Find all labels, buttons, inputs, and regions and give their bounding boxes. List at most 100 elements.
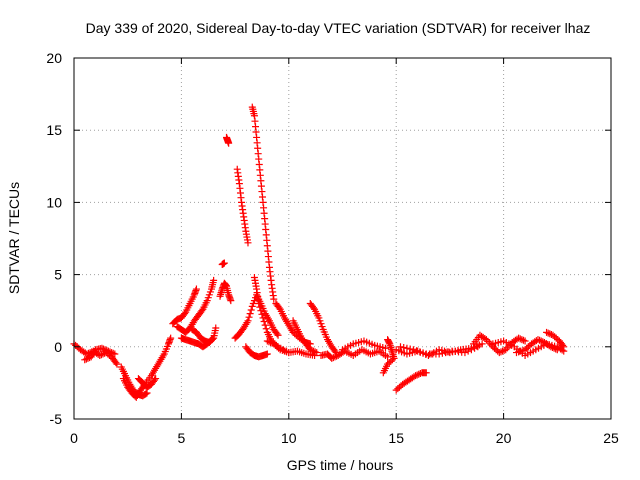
data-point (270, 295, 278, 303)
chart-title: Day 339 of 2020, Sidereal Day-to-day VTE… (86, 20, 591, 36)
data-point (210, 276, 218, 284)
data-point (435, 350, 443, 358)
data-point (100, 345, 108, 353)
data-point (384, 353, 392, 361)
data-point (329, 354, 337, 362)
data-point (108, 349, 116, 357)
data-point (267, 338, 275, 346)
plot-frame (73, 57, 612, 420)
data-point (261, 321, 269, 329)
data-point (227, 297, 235, 305)
data-point (400, 344, 408, 352)
x-axis-label: GPS time / hours (287, 457, 394, 473)
y-tick-label: 0 (54, 339, 62, 355)
data-point (328, 354, 336, 362)
data-point (198, 307, 206, 315)
data-point (255, 299, 263, 307)
data-point (519, 336, 527, 344)
data-point (259, 314, 267, 322)
data-point (474, 343, 482, 351)
axis-ticks (73, 57, 612, 420)
data-point (413, 371, 421, 379)
y-tick-label: 10 (46, 194, 62, 210)
data-point (306, 346, 314, 354)
data-point (82, 355, 90, 363)
data-point (415, 370, 423, 378)
data-point (552, 345, 560, 353)
data-point (192, 285, 200, 293)
data-point (260, 318, 268, 326)
data-point (534, 336, 542, 344)
data-point (536, 336, 544, 344)
data-point (560, 343, 568, 351)
y-tick-label: 15 (46, 122, 62, 138)
data-point (310, 347, 318, 355)
data-point (403, 344, 411, 352)
data-point (246, 310, 254, 318)
data-point (225, 139, 233, 147)
data-point (478, 340, 486, 348)
data-point (209, 335, 217, 343)
data-point (495, 349, 503, 357)
data-point (438, 349, 446, 357)
data-point (416, 348, 424, 356)
data-point (471, 344, 479, 352)
data-point (544, 329, 552, 337)
data-point (151, 376, 159, 384)
data-point (381, 344, 389, 352)
data-point (244, 239, 252, 247)
data-point (499, 347, 507, 355)
data-point (422, 369, 430, 377)
data-point (548, 344, 556, 352)
data-point (379, 369, 387, 377)
data-point (308, 346, 316, 354)
data-point (97, 351, 105, 359)
x-tick-label: 20 (496, 430, 512, 446)
data-point (515, 334, 523, 342)
data-point (547, 343, 555, 351)
data-point (220, 259, 228, 267)
data-point (419, 349, 427, 357)
data-point (96, 351, 104, 359)
y-tick-label: 5 (54, 267, 62, 283)
data-point (258, 310, 266, 318)
data-point (265, 338, 273, 346)
data-point (409, 346, 417, 354)
data-point (275, 344, 283, 352)
data-point (413, 347, 421, 355)
x-tick-label: 15 (388, 430, 404, 446)
data-point (497, 348, 505, 356)
data-point (516, 335, 524, 343)
y-axis-label: SDTVAR / TECUs (6, 182, 22, 294)
data-point (98, 344, 106, 352)
data-point (257, 307, 265, 315)
data-point (256, 303, 264, 311)
data-point (518, 336, 526, 344)
data-point (464, 347, 472, 355)
data-point (275, 304, 283, 312)
data-point (181, 310, 189, 318)
data-point (247, 306, 255, 314)
data-point (263, 350, 271, 358)
x-tick-labels: 0 5 10 15 20 25 (70, 430, 619, 446)
data-point (461, 349, 469, 357)
y-tick-labels: -5 0 5 10 15 20 (46, 50, 62, 427)
data-point (112, 359, 120, 367)
data-point (396, 343, 404, 351)
data-point (245, 313, 253, 321)
data-point (84, 354, 92, 362)
data-point (310, 304, 318, 312)
data-point (521, 337, 529, 345)
data-point (263, 337, 271, 345)
data-point (104, 347, 112, 355)
data-points (70, 103, 568, 401)
data-point (262, 325, 270, 333)
data-point (543, 328, 551, 336)
x-tick-label: 0 (70, 430, 78, 446)
y-tick-label: 20 (46, 50, 62, 66)
data-point (550, 344, 558, 352)
data-point (406, 345, 414, 353)
data-point (106, 348, 114, 356)
data-point (445, 348, 453, 356)
